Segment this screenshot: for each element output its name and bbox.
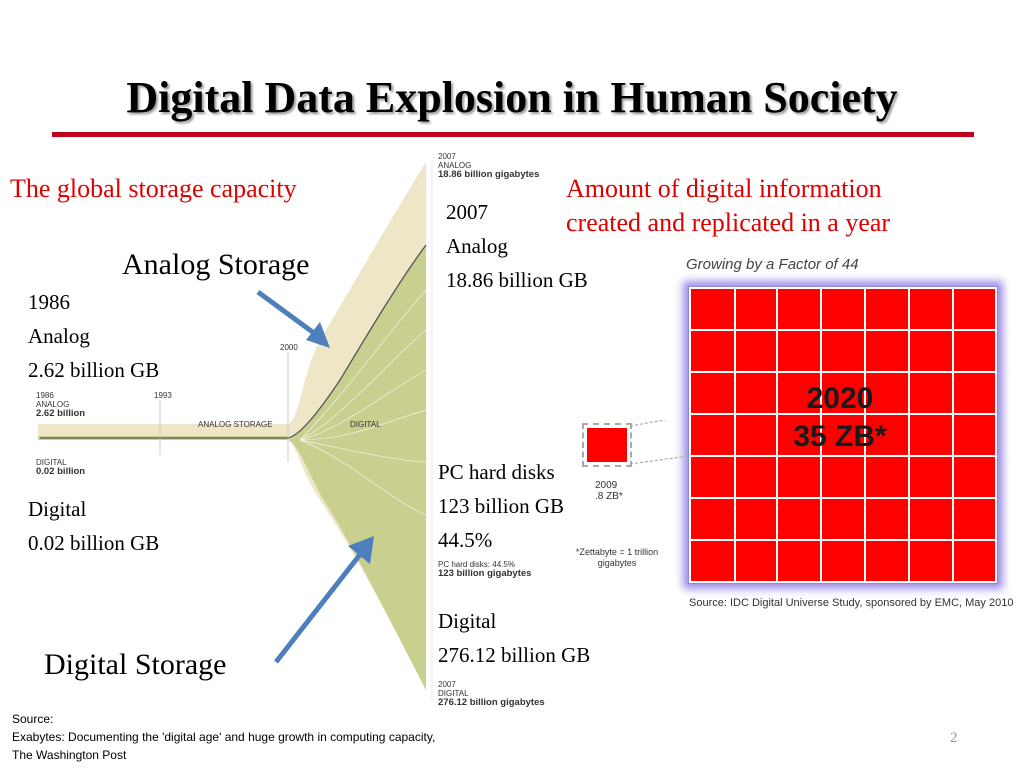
grid-2020 <box>688 286 998 584</box>
title-underline <box>52 132 974 137</box>
chart-pc-small-value: 123 billion gigabytes <box>438 568 532 579</box>
chart-band-analog: ANALOG STORAGE <box>198 420 273 429</box>
callout-2007-year: 2007 <box>446 200 488 224</box>
label-2020: 2020 35 ZB* <box>760 380 920 456</box>
label-2009-year: 2009 <box>595 480 618 491</box>
chart-bottom-value: 276.12 billion gigabytes <box>438 697 545 708</box>
chart-top-label: 2007 ANALOG 18.86 billion gigabytes <box>438 152 539 179</box>
digital-area <box>288 245 426 690</box>
callout-1986-type: Analog <box>28 324 90 348</box>
zettabyte-note: *Zettabyte = 1 trillion gigabytes <box>575 547 659 568</box>
label-2009-value: .8 ZB* <box>595 491 623 502</box>
grid-2020-cells <box>689 287 997 583</box>
chart-left-label: 1986 ANALOG 2.62 billion <box>36 391 85 418</box>
callout-1986-digital-type: Digital <box>28 497 87 521</box>
callout-1986-digital: Digital 0.02 billion GB <box>28 492 159 560</box>
source-note: Source: Exabytes: Documenting the 'digit… <box>12 710 435 764</box>
chart-tick-2000: 2000 <box>280 343 298 352</box>
callout-2007-digital: Digital 276.12 billion GB <box>438 604 590 672</box>
callout-2007-digital-type: Digital <box>438 609 497 633</box>
right-heading-line1: Amount of digital information <box>566 174 882 203</box>
source-line2: Exabytes: Documenting the 'digital age' … <box>12 730 436 744</box>
source-line3: The Washington Post <box>12 748 127 762</box>
growth-title: Growing by a Factor of 44 <box>686 256 859 273</box>
callout-pc-hard-disks: PC hard disks 123 billion GB 44.5% <box>438 455 564 557</box>
callout-pc-value: 123 billion GB <box>438 494 565 518</box>
boundary-line <box>40 244 427 439</box>
label-2020-year: 2020 <box>806 382 874 415</box>
fan-lines <box>299 289 427 516</box>
callout-pc-percent: 44.5% <box>438 528 493 552</box>
chart-left-value: 2.62 billion <box>36 408 86 419</box>
idc-source: Source: IDC Digital Universe Study, spon… <box>689 597 1014 609</box>
chart-left-digital-type: DIGITAL <box>36 458 67 467</box>
callout-2007-digital-value: 276.12 billion GB <box>438 643 591 667</box>
chart-left-year: 1986 <box>36 391 54 400</box>
callout-1986-value: 2.62 billion GB <box>28 358 160 382</box>
slide-title: Digital Data Explosion in Human Society <box>126 73 898 122</box>
chart-pc-label: PC hard disks: 44.5% 123 billion gigabyt… <box>438 560 531 578</box>
label-2009: 2009 .8 ZB* <box>595 480 623 502</box>
box-2009 <box>582 423 632 467</box>
callout-2007-analog: 2007 Analog 18.86 billion GB <box>446 195 588 297</box>
zoom-lines <box>629 420 689 465</box>
chart-band-digital: DIGITAL <box>350 420 381 429</box>
source-line1: Source: <box>12 712 54 726</box>
left-heading: The global storage capacity <box>10 174 297 203</box>
analog-band-early <box>38 424 288 438</box>
right-heading: Amount of digital information created an… <box>566 172 890 240</box>
chart-bottom-label: 2007 DIGITAL 276.12 billion gigabytes <box>438 680 545 707</box>
chart-left-digital-label: DIGITAL 0.02 billion <box>36 458 85 476</box>
callout-2007-type: Analog <box>446 234 508 258</box>
analog-storage-label: Analog Storage <box>122 248 310 281</box>
chart-pc-small: PC hard disks: 44.5% <box>438 560 515 569</box>
callout-2007-value: 18.86 billion GB <box>446 268 588 292</box>
page-number: 2 <box>950 730 958 746</box>
right-heading-line2: created and replicated in a year <box>566 208 891 237</box>
arrow-digital <box>274 536 374 664</box>
chart-bottom-year: 2007 <box>438 680 456 689</box>
callout-1986-analog: 1986 Analog 2.62 billion GB <box>28 285 159 387</box>
arrow-analog <box>256 289 330 348</box>
callout-1986-digital-value: 0.02 billion GB <box>28 531 160 555</box>
callout-pc-label: PC hard disks <box>438 460 555 484</box>
callout-1986-year: 1986 <box>28 290 70 314</box>
chart-top-year: 2007 <box>438 152 456 161</box>
chart-tick-1993: 1993 <box>154 391 172 400</box>
label-2020-value: 35 ZB* <box>793 420 887 453</box>
digital-storage-label: Digital Storage <box>44 648 227 681</box>
chart-left-type: ANALOG <box>36 400 70 409</box>
chart-top-value: 18.86 billion gigabytes <box>438 169 540 180</box>
chart-bottom-type: DIGITAL <box>438 689 469 698</box>
chart-left-digital-value: 0.02 billion <box>36 466 86 477</box>
chart-top-type: ANALOG <box>438 161 472 170</box>
